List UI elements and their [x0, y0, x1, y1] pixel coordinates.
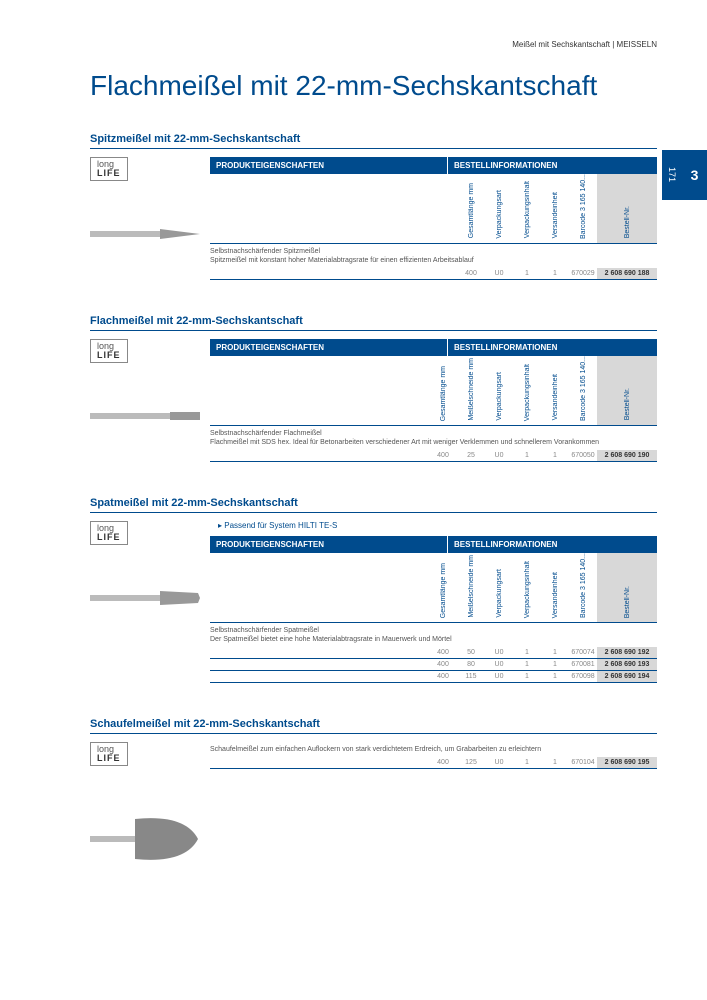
section-title: Spitzmeißel mit 22-mm-Sechskantschaft — [90, 133, 657, 149]
longlife-badge: longLIFE — [90, 521, 128, 545]
table-row: 40080U0116700812 608 690 193 — [210, 659, 657, 671]
column-labels: Gesamtlänge mmMeißelschneide mmVerpackun… — [210, 553, 657, 623]
page-number-tab: 171 — [662, 150, 682, 200]
longlife-badge: longLIFE — [90, 157, 128, 181]
product-description: Schaufelmeißel zum einfachen Auflockern … — [210, 742, 657, 757]
table-header: PRODUKTEIGENSCHAFTENBESTELLINFORMATIONEN — [210, 536, 657, 553]
product-section: Flachmeißel mit 22-mm-Sechskantschaft lon… — [90, 315, 657, 462]
section-note: Passend für System HILTI TE-S — [210, 521, 657, 530]
product-description: Selbstnachschärfender SpatmeißelDer Spat… — [210, 623, 657, 647]
longlife-badge: longLIFE — [90, 339, 128, 363]
section-title: Flachmeißel mit 22-mm-Sechskantschaft — [90, 315, 657, 331]
column-labels: Gesamtlänge mmMeißelschneide mmVerpackun… — [210, 356, 657, 426]
chapter-tab: 3 — [682, 150, 707, 200]
table-row: 40050U0116700742 608 690 192 — [210, 647, 657, 659]
column-labels: Gesamtlänge mmVerpackungsartVerpackungsi… — [210, 174, 657, 244]
section-title: Spatmeißel mit 22-mm-Sechskantschaft — [90, 497, 657, 513]
section-title: Schaufelmeißel mit 22-mm-Sechskantschaft — [90, 718, 657, 734]
breadcrumb: Meißel mit Sechskantschaft | MEISSELN — [90, 40, 657, 49]
page-title: Flachmeißel mit 22-mm-Sechskantschaft — [90, 69, 657, 103]
table-row: 400U0116700292 608 690 188 — [210, 268, 657, 280]
product-section: Spatmeißel mit 22-mm-Sechskantschaft long… — [90, 497, 657, 683]
product-section: Spitzmeißel mit 22-mm-Sechskantschaft lon… — [90, 133, 657, 280]
table-row: 400125U0116701042 608 690 195 — [210, 757, 657, 769]
product-description: Selbstnachschärfender FlachmeißelFlachme… — [210, 426, 657, 450]
table-header: PRODUKTEIGENSCHAFTENBESTELLINFORMATIONEN — [210, 339, 657, 356]
longlife-badge: longLIFE — [90, 742, 128, 766]
table-header: PRODUKTEIGENSCHAFTENBESTELLINFORMATIONEN — [210, 157, 657, 174]
table-row: 40025U0116700502 608 690 190 — [210, 450, 657, 462]
product-description: Selbstnachschärfender SpitzmeißelSpitzme… — [210, 244, 657, 268]
table-row: 400115U0116700982 608 690 194 — [210, 671, 657, 683]
product-section: Schaufelmeißel mit 22-mm-Sechskantschaft… — [90, 718, 657, 874]
